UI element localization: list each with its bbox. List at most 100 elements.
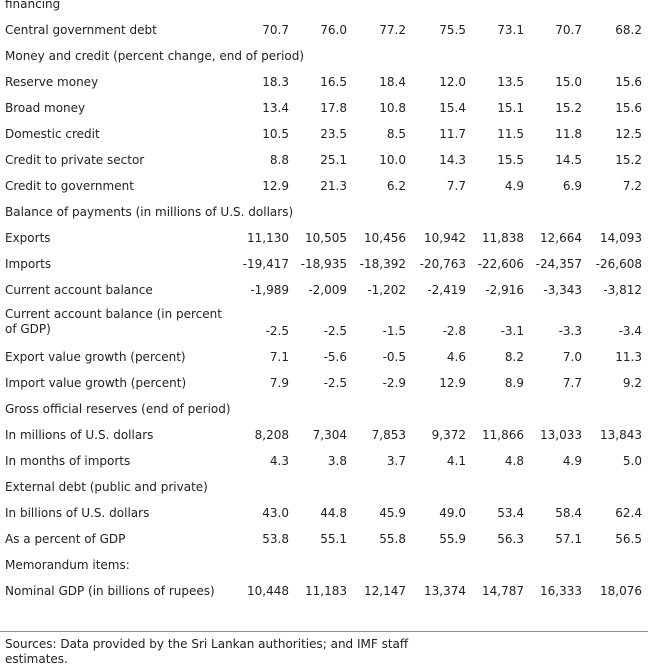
table-cell: 73.1 (497, 23, 524, 37)
table-row: In billions of U.S. dollars 43.0 44.8 45.9 4… (0, 499, 648, 525)
table-cell: 15.1 (497, 101, 524, 115)
table-cell: 13.4 (262, 101, 289, 115)
table-cell: 68.2 (615, 23, 642, 37)
table-cell: 25.1 (320, 153, 347, 167)
table-cell: 57.1 (555, 532, 582, 546)
table-cell: 4.9 (562, 454, 582, 468)
table-cell: 14,787 (482, 584, 524, 598)
table-cell: -19,417 (242, 257, 289, 271)
table-cell: 12.5 (615, 127, 642, 141)
table-cell: -3,812 (603, 283, 642, 297)
table-cell: -26,608 (595, 257, 642, 271)
table-cell: 14.5 (555, 153, 582, 167)
table-cell: 18.3 (262, 75, 289, 89)
table-cell: 11,838 (482, 231, 524, 245)
table-cell: 18,076 (600, 584, 642, 598)
table-cell: 5.0 (622, 454, 642, 468)
row-label: Reserve money (5, 75, 99, 89)
table-cell: -2.8 (442, 324, 466, 338)
table-cell: -3.1 (500, 324, 524, 338)
table-cell: 10.5 (262, 127, 289, 141)
table-cell: 8.5 (386, 127, 406, 141)
table-cell: 4.3 (269, 454, 289, 468)
table-cell: 55.8 (379, 532, 406, 546)
table-cell: -1.5 (382, 324, 406, 338)
table-cell: -2.5 (323, 376, 347, 390)
row-label: As a percent of GDP (5, 532, 126, 546)
table-row: Reserve money 18.3 16.5 18.4 12.0 13.5 15.0 15.… (0, 68, 648, 94)
table-cell: 49.0 (439, 506, 466, 520)
table-row: Central government debt 70.7 76.0 77.2 75.5 7… (0, 16, 648, 42)
table-cell: 23.5 (320, 127, 347, 141)
table-cell: 10.8 (379, 101, 406, 115)
table-cell: -3.4 (618, 324, 642, 338)
table-cell: 16,333 (540, 584, 582, 598)
table-cell: 7.1 (269, 350, 289, 364)
table-cell: -2,009 (308, 283, 347, 297)
table-cell: 10,448 (247, 584, 289, 598)
table-cell: 12,664 (540, 231, 582, 245)
section-header-row: Money and credit (percent change, end of… (0, 42, 648, 68)
table-cell: 53.8 (262, 532, 289, 546)
table-cell: 45.9 (379, 506, 406, 520)
table-cell: 8.8 (269, 153, 289, 167)
table-cell: -2.9 (382, 376, 406, 390)
table-cell: 15.2 (615, 153, 642, 167)
table-cell: 70.7 (555, 23, 582, 37)
table-cell: -3.3 (558, 324, 582, 338)
row-label: In millions of U.S. dollars (5, 428, 154, 442)
table-cell: 4.8 (504, 454, 524, 468)
table-cell: 11.7 (439, 127, 466, 141)
row-label: Import value growth (percent) (5, 376, 187, 390)
table-cell: -2.5 (265, 324, 289, 338)
table-row: Domestic credit 10.5 23.5 8.5 11.7 11.5 11.8 12… (0, 120, 648, 146)
table-cell: 14.3 (439, 153, 466, 167)
table-cell: 10,505 (305, 231, 347, 245)
table-row: Import value growth (percent) 7.9 -2.5 -2.9… (0, 369, 648, 395)
table-cell: -2.5 (323, 324, 347, 338)
table-cell: 15.0 (555, 75, 582, 89)
table-cell: 13,033 (540, 428, 582, 442)
table-cell: 3.7 (386, 454, 406, 468)
table-cell: 15.6 (615, 101, 642, 115)
row-label: In months of imports (5, 454, 131, 468)
row-label: Credit to private sector (5, 153, 145, 167)
table-cell: 10.0 (379, 153, 406, 167)
table-cell: 8.2 (504, 350, 524, 364)
table-cell: 56.5 (615, 532, 642, 546)
table-cell: 70.7 (262, 23, 289, 37)
table-cell: 3.8 (327, 454, 347, 468)
table-cell: 11,183 (305, 584, 347, 598)
table-cell: 55.9 (439, 532, 466, 546)
table-cell: 58.4 (555, 506, 582, 520)
table-cell: -18,935 (300, 257, 347, 271)
table-cell: 56.3 (497, 532, 524, 546)
table-cell: -0.5 (382, 350, 406, 364)
row-label: Domestic credit (5, 127, 100, 141)
section-header-row: External debt (public and private) (0, 473, 648, 499)
table-row: Current account balance -1,989 -2,009 -1,20… (0, 276, 648, 302)
table-row: Export value growth (percent) 7.1 -5.6 -0.5… (0, 343, 648, 369)
table-cell: 4.9 (504, 179, 524, 193)
row-label: Current account balance (5, 283, 153, 297)
section-header: Memorandum items: (5, 558, 130, 572)
table-cell: 53.4 (497, 506, 524, 520)
table-cell: 17.8 (320, 101, 347, 115)
table-cell: -2,916 (485, 283, 524, 297)
table-cell: 16.5 (320, 75, 347, 89)
table-row: Credit to private sector 8.8 25.1 10.0 14.3 1… (0, 146, 648, 172)
table-cell: -5.6 (323, 350, 347, 364)
section-header-row: Memorandum items: (0, 551, 648, 577)
table-cell: 9,372 (431, 428, 466, 442)
table-cell: 13.5 (497, 75, 524, 89)
table-cell: 62.4 (615, 506, 642, 520)
table-cell: 13,374 (424, 584, 466, 598)
table-cell: 15.4 (439, 101, 466, 115)
row-label: Credit to government (5, 179, 134, 193)
table-cell: -2,419 (427, 283, 466, 297)
table-cell: 11,130 (247, 231, 289, 245)
table-cell: -1,989 (250, 283, 289, 297)
row-label: Current account balance (in percent of G… (5, 307, 222, 336)
sources-note: Sources: Data provided by the Sri Lankan… (5, 637, 409, 666)
table-cell: 44.8 (320, 506, 347, 520)
